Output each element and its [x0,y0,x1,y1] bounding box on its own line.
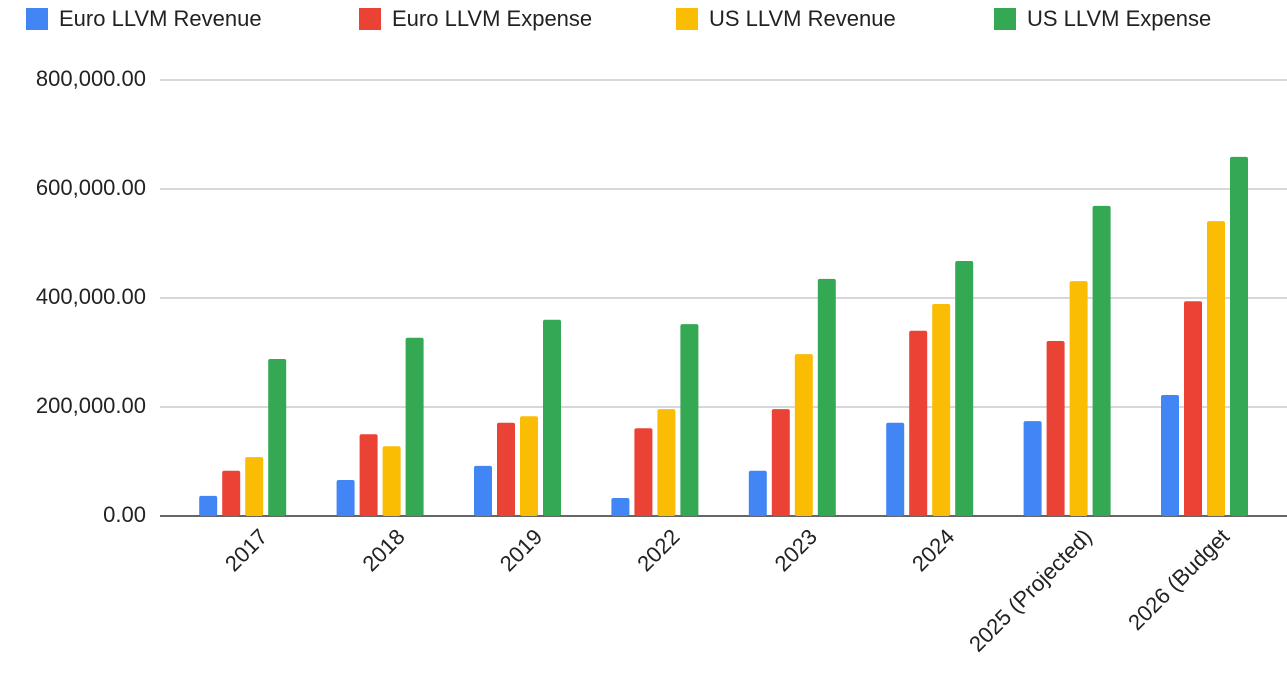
bar [199,495,218,516]
bar [1230,156,1248,516]
legend-label: Euro LLVM Expense [392,6,592,31]
x-tick-label: 2022 [632,524,684,576]
bar [1092,205,1111,516]
x-tick-label: 2017 [220,524,272,576]
x-tick-label: 2026 (Budget [1123,524,1234,635]
bar [680,324,699,516]
bar [382,446,401,516]
x-tick-label: 2025 (Projected) [964,524,1097,657]
legend-label: US LLVM Revenue [709,6,896,31]
bar [245,457,264,516]
bar [359,434,378,516]
bar [1161,395,1179,516]
y-tick-label: 600,000.00 [36,175,146,200]
x-tick-label: 2019 [495,524,547,576]
legend-swatch [359,8,381,30]
y-tick-label: 400,000.00 [36,284,146,309]
bar [748,470,767,516]
bar [1046,341,1065,516]
bar [886,422,905,516]
x-tick-label: 2024 [907,524,959,576]
bar [1069,281,1088,516]
legend-swatch [994,8,1016,30]
bar [520,416,538,516]
bar [336,480,355,516]
bar [474,465,492,516]
bar [657,409,676,516]
bar [543,319,561,516]
bar [497,422,515,516]
bar [611,498,630,516]
y-tick-label: 800,000.00 [36,66,146,91]
bar [794,354,813,516]
legend-swatch [26,8,48,30]
legend-swatch [676,8,698,30]
bar [405,337,424,516]
bar [955,260,974,516]
y-tick-label: 200,000.00 [36,393,146,418]
bar [222,470,241,516]
legend-label: US LLVM Expense [1027,6,1211,31]
bar [634,428,653,516]
bar [1207,221,1225,516]
bar [909,330,928,516]
bar [268,359,287,516]
y-tick-label: 0.00 [103,502,146,527]
x-tick-label: 2018 [357,524,409,576]
bar [932,303,951,516]
x-tick-label: 2023 [770,524,822,576]
bar [771,409,790,516]
bar [817,278,836,516]
bar [1184,301,1202,516]
bar [1023,421,1042,516]
legend-label: Euro LLVM Revenue [59,6,262,31]
